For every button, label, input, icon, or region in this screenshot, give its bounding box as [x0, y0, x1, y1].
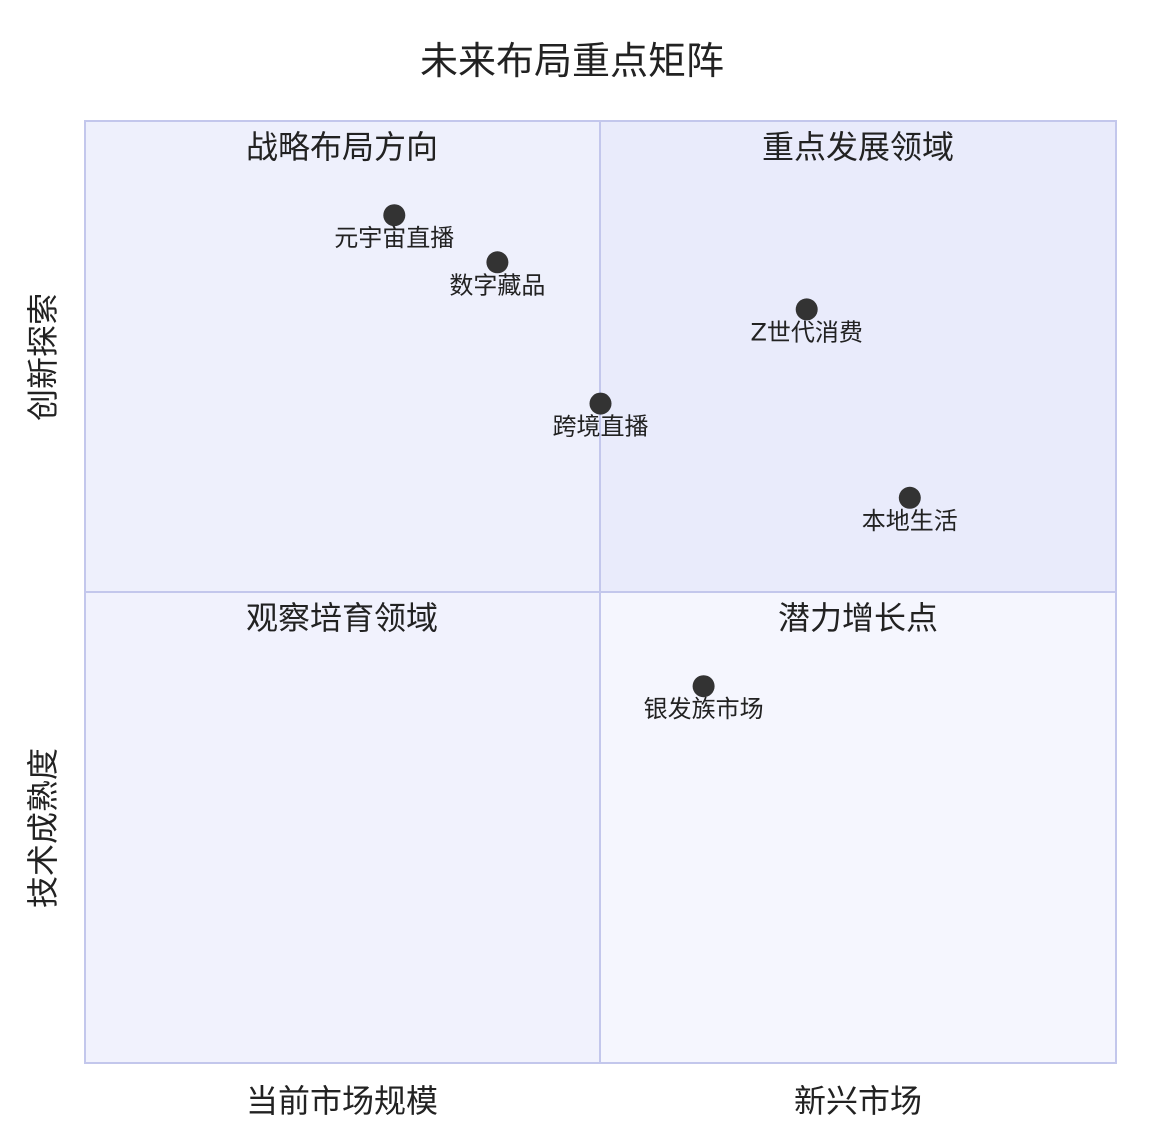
- data-point: [795, 298, 818, 321]
- quadrant-1: [600, 121, 1116, 592]
- chart-title: 未来布局重点矩阵: [420, 39, 724, 83]
- data-point: [898, 486, 921, 509]
- quadrant-4-label: 潜力增长点: [778, 599, 938, 637]
- data-point: [486, 251, 509, 274]
- data-point-label: 数字藏品: [449, 271, 545, 299]
- y-axis-bottom-label: 技术成熟度: [24, 748, 62, 908]
- quadrant-4: [600, 592, 1116, 1063]
- quadrant-3: [85, 592, 600, 1063]
- quadrant-2: [85, 121, 600, 592]
- data-point-label: Z世代消费: [750, 318, 862, 346]
- data-point: [692, 675, 715, 698]
- data-point-label: 银发族市场: [644, 695, 764, 723]
- y-axis-top-label: 创新探索: [24, 293, 62, 421]
- data-point-label: 元宇宙直播: [334, 224, 454, 252]
- data-point: [589, 392, 612, 415]
- quadrant-2-label: 战略布局方向: [246, 128, 438, 166]
- x-axis-left-label: 当前市场规模: [246, 1082, 438, 1120]
- data-point-label: 本地生活: [862, 507, 958, 535]
- plot-border: [84, 120, 1117, 1064]
- quadrant-1-label: 重点发展领域: [762, 128, 954, 166]
- data-point-label: 跨境直播: [553, 413, 649, 441]
- quadrant-3-label: 观察培育领域: [246, 599, 438, 637]
- x-axis-right-label: 新兴市场: [794, 1082, 922, 1120]
- data-point: [383, 204, 406, 227]
